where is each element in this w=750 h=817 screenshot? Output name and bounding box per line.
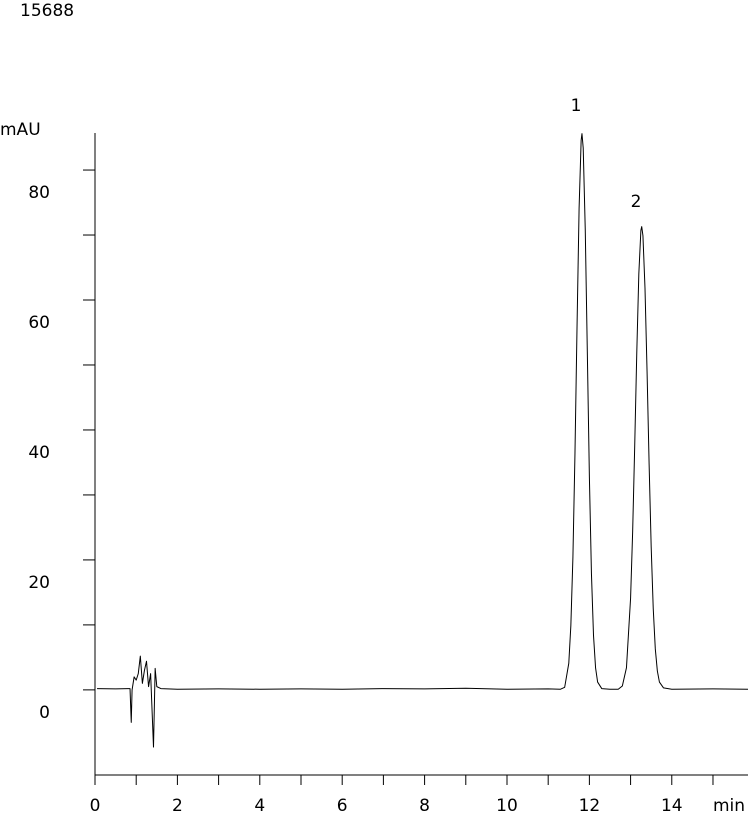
x-tick-label: 0 <box>90 796 101 816</box>
x-tick-label: 8 <box>419 796 430 816</box>
x-tick-label: 12 <box>579 796 601 816</box>
y-tick-label: 20 <box>28 573 50 593</box>
x-tick-label: 2 <box>172 796 183 816</box>
y-tick-label: 80 <box>28 183 50 203</box>
y-tick-label: 60 <box>28 313 50 333</box>
x-tick-label: 6 <box>337 796 348 816</box>
peak-label: 1 <box>571 96 582 116</box>
peak-label: 2 <box>631 192 642 212</box>
signal-line <box>97 133 749 748</box>
y-axis-label: mAU <box>0 120 41 140</box>
x-tick-label: 10 <box>496 796 518 816</box>
x-tick-label: 14 <box>661 796 683 816</box>
x-tick-label: 4 <box>254 796 265 816</box>
y-tick-label: 40 <box>28 443 50 463</box>
chart-title: 15688 <box>20 1 74 21</box>
y-tick-label: 0 <box>39 703 50 723</box>
x-axis-label: min <box>713 796 745 816</box>
